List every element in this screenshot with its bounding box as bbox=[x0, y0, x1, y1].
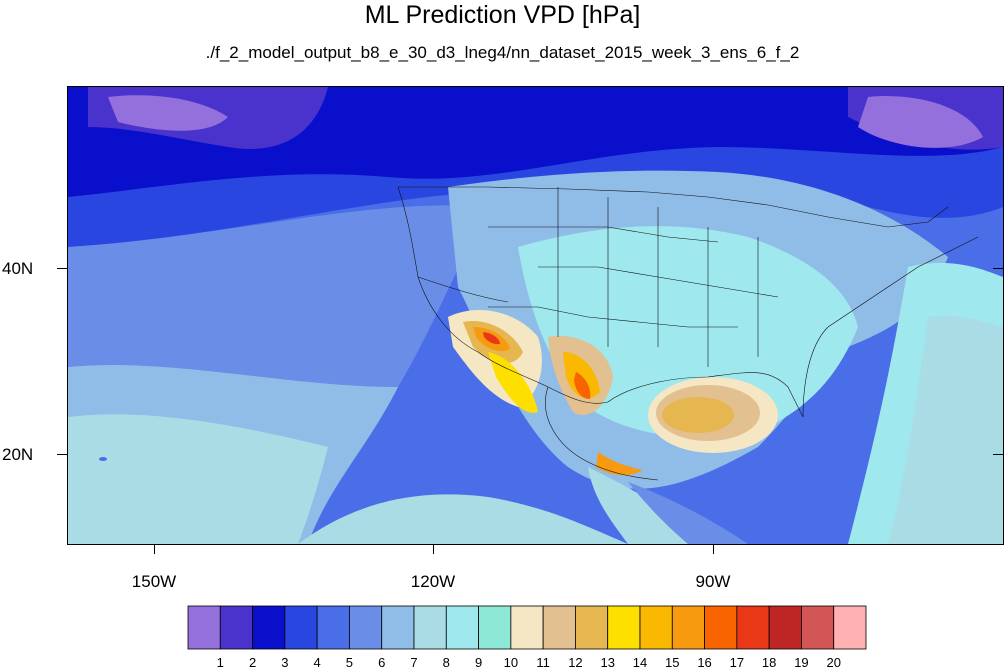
colorbar-level-label: 19 bbox=[794, 655, 809, 670]
plot-subtitle: ./f_2_model_output_b8_e_30_d3_lneg4/nn_d… bbox=[205, 43, 800, 62]
colorbar-level-label: 2 bbox=[248, 655, 257, 670]
lon-tick-150 bbox=[154, 544, 155, 554]
colorbar-level-label: 13 bbox=[600, 655, 615, 670]
colorbar-swatch bbox=[768, 605, 802, 650]
colorbar-swatch bbox=[607, 605, 641, 650]
colorbar-swatch bbox=[413, 605, 447, 650]
colorbar-swatch bbox=[219, 605, 253, 650]
colorbar-level-label: 15 bbox=[665, 655, 680, 670]
colorbar-swatch bbox=[542, 605, 576, 650]
colorbar-level-label: 6 bbox=[378, 655, 386, 670]
lat-tick-20 bbox=[57, 454, 67, 455]
colorbar-swatch bbox=[736, 605, 770, 650]
colorbar-swatch bbox=[510, 605, 544, 650]
lat-tick-20-right bbox=[993, 454, 1003, 455]
colorbar bbox=[187, 605, 867, 650]
colorbar-swatch bbox=[187, 605, 221, 650]
colorbar-level-label: 18 bbox=[761, 655, 777, 670]
colorbar-swatch bbox=[704, 605, 738, 650]
plot-title: ML Prediction VPD [hPa] bbox=[364, 1, 641, 29]
colorbar-level-label: 16 bbox=[697, 655, 712, 670]
colorbar-swatch bbox=[284, 605, 318, 650]
lon-label-120w: 120W bbox=[410, 572, 456, 591]
colorbar-level-label: 5 bbox=[345, 655, 354, 670]
lat-tick-40-right bbox=[993, 268, 1003, 269]
lon-tick-90 bbox=[713, 544, 714, 554]
colorbar-level-label: 10 bbox=[503, 655, 519, 670]
colorbar-swatch bbox=[252, 605, 286, 650]
lat-tick-40 bbox=[57, 268, 67, 269]
colorbar-level-label: 7 bbox=[410, 655, 418, 670]
colorbar-swatch bbox=[445, 605, 479, 650]
vpd-contour-field bbox=[68, 87, 1003, 544]
colorbar-level-label: 17 bbox=[729, 655, 745, 670]
lat-label-40n: 40N bbox=[2, 259, 34, 278]
colorbar-swatch bbox=[639, 605, 673, 650]
lon-label-90w: 90W bbox=[695, 572, 731, 591]
colorbar-level-label: 8 bbox=[442, 655, 450, 670]
colorbar-swatch bbox=[349, 605, 383, 650]
colorbar-level-label: 9 bbox=[474, 655, 483, 670]
colorbar-level-label: 14 bbox=[632, 655, 648, 670]
colorbar-level-label: 1 bbox=[216, 655, 224, 670]
lon-label-150w: 150W bbox=[131, 572, 177, 591]
vpd-map bbox=[67, 86, 1004, 545]
colorbar-level-label: 20 bbox=[826, 655, 841, 670]
colorbar-swatch bbox=[833, 605, 867, 650]
colorbar-level-label: 3 bbox=[281, 655, 289, 670]
lon-tick-120 bbox=[433, 544, 434, 554]
colorbar-swatch bbox=[801, 605, 835, 650]
colorbar-swatch bbox=[381, 605, 415, 650]
colorbar-swatch bbox=[316, 605, 350, 650]
colorbar-swatch bbox=[671, 605, 705, 650]
colorbar-level-label: 4 bbox=[313, 655, 321, 670]
lat-label-20n: 20N bbox=[2, 445, 34, 464]
colorbar-level-label: 11 bbox=[536, 655, 550, 670]
colorbar-swatch bbox=[575, 605, 609, 650]
colorbar-level-label: 12 bbox=[568, 655, 583, 670]
colorbar-swatch bbox=[478, 605, 512, 650]
